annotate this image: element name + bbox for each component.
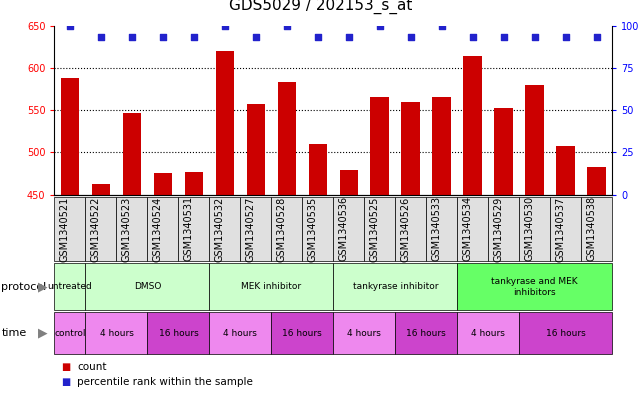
- Point: [158, 34, 168, 40]
- Text: GSM1340522: GSM1340522: [91, 196, 101, 262]
- Text: GSM1340521: GSM1340521: [60, 196, 70, 262]
- Bar: [278, 82, 296, 195]
- Bar: [215, 51, 234, 195]
- Text: GSM1340532: GSM1340532: [215, 196, 225, 262]
- Text: MEK inhibitor: MEK inhibitor: [241, 283, 301, 291]
- Bar: [587, 167, 606, 195]
- Point: [468, 34, 478, 40]
- Point: [375, 22, 385, 29]
- Text: GSM1340533: GSM1340533: [432, 196, 442, 261]
- Point: [344, 34, 354, 40]
- Text: 4 hours: 4 hours: [471, 329, 505, 338]
- Text: GSM1340529: GSM1340529: [494, 196, 504, 262]
- Point: [282, 22, 292, 29]
- Point: [251, 34, 261, 40]
- Text: GSM1340534: GSM1340534: [463, 196, 472, 261]
- Text: ▶: ▶: [38, 327, 48, 340]
- Text: 16 hours: 16 hours: [545, 329, 586, 338]
- Text: GSM1340523: GSM1340523: [122, 196, 132, 262]
- Bar: [526, 84, 544, 195]
- Point: [189, 34, 199, 40]
- Text: ■: ■: [61, 362, 70, 372]
- Text: ■: ■: [61, 377, 70, 387]
- Text: DMSO: DMSO: [134, 283, 161, 291]
- Text: GSM1340536: GSM1340536: [339, 196, 349, 261]
- Bar: [247, 104, 265, 195]
- Bar: [463, 56, 482, 195]
- Text: GDS5029 / 202153_s_at: GDS5029 / 202153_s_at: [229, 0, 412, 14]
- Bar: [308, 144, 327, 195]
- Text: GSM1340527: GSM1340527: [246, 196, 256, 262]
- Bar: [433, 97, 451, 195]
- Text: control: control: [54, 329, 86, 338]
- Text: protocol: protocol: [1, 282, 47, 292]
- Text: GSM1340538: GSM1340538: [587, 196, 597, 261]
- Point: [529, 34, 540, 40]
- Text: GSM1340535: GSM1340535: [308, 196, 318, 262]
- Bar: [92, 184, 110, 195]
- Bar: [154, 173, 172, 195]
- Text: untreated: untreated: [47, 283, 92, 291]
- Text: GSM1340537: GSM1340537: [556, 196, 566, 262]
- Text: ▶: ▶: [38, 280, 48, 294]
- Point: [406, 34, 416, 40]
- Bar: [61, 78, 79, 195]
- Text: GSM1340526: GSM1340526: [401, 196, 411, 262]
- Bar: [556, 145, 575, 195]
- Bar: [494, 108, 513, 195]
- Text: GSM1340524: GSM1340524: [153, 196, 163, 262]
- Point: [437, 22, 447, 29]
- Point: [220, 22, 230, 29]
- Text: tankyrase inhibitor: tankyrase inhibitor: [353, 283, 438, 291]
- Text: 16 hours: 16 hours: [406, 329, 446, 338]
- Bar: [185, 172, 203, 195]
- Point: [96, 34, 106, 40]
- Bar: [401, 101, 420, 195]
- Text: tankyrase and MEK
inhibitors: tankyrase and MEK inhibitors: [492, 277, 578, 297]
- Text: 4 hours: 4 hours: [347, 329, 381, 338]
- Text: 16 hours: 16 hours: [283, 329, 322, 338]
- Bar: [370, 97, 389, 195]
- Text: GSM1340528: GSM1340528: [277, 196, 287, 262]
- Point: [65, 22, 75, 29]
- Text: 4 hours: 4 hours: [99, 329, 133, 338]
- Text: 4 hours: 4 hours: [224, 329, 257, 338]
- Text: percentile rank within the sample: percentile rank within the sample: [77, 377, 253, 387]
- Text: GSM1340530: GSM1340530: [525, 196, 535, 261]
- Text: GSM1340525: GSM1340525: [370, 196, 379, 262]
- Text: GSM1340531: GSM1340531: [184, 196, 194, 261]
- Bar: [340, 170, 358, 195]
- Point: [499, 34, 509, 40]
- Text: count: count: [77, 362, 106, 372]
- Bar: [122, 112, 141, 195]
- Point: [127, 34, 137, 40]
- Point: [313, 34, 323, 40]
- Text: time: time: [1, 328, 26, 338]
- Text: 16 hours: 16 hours: [158, 329, 198, 338]
- Point: [592, 34, 602, 40]
- Point: [561, 34, 571, 40]
